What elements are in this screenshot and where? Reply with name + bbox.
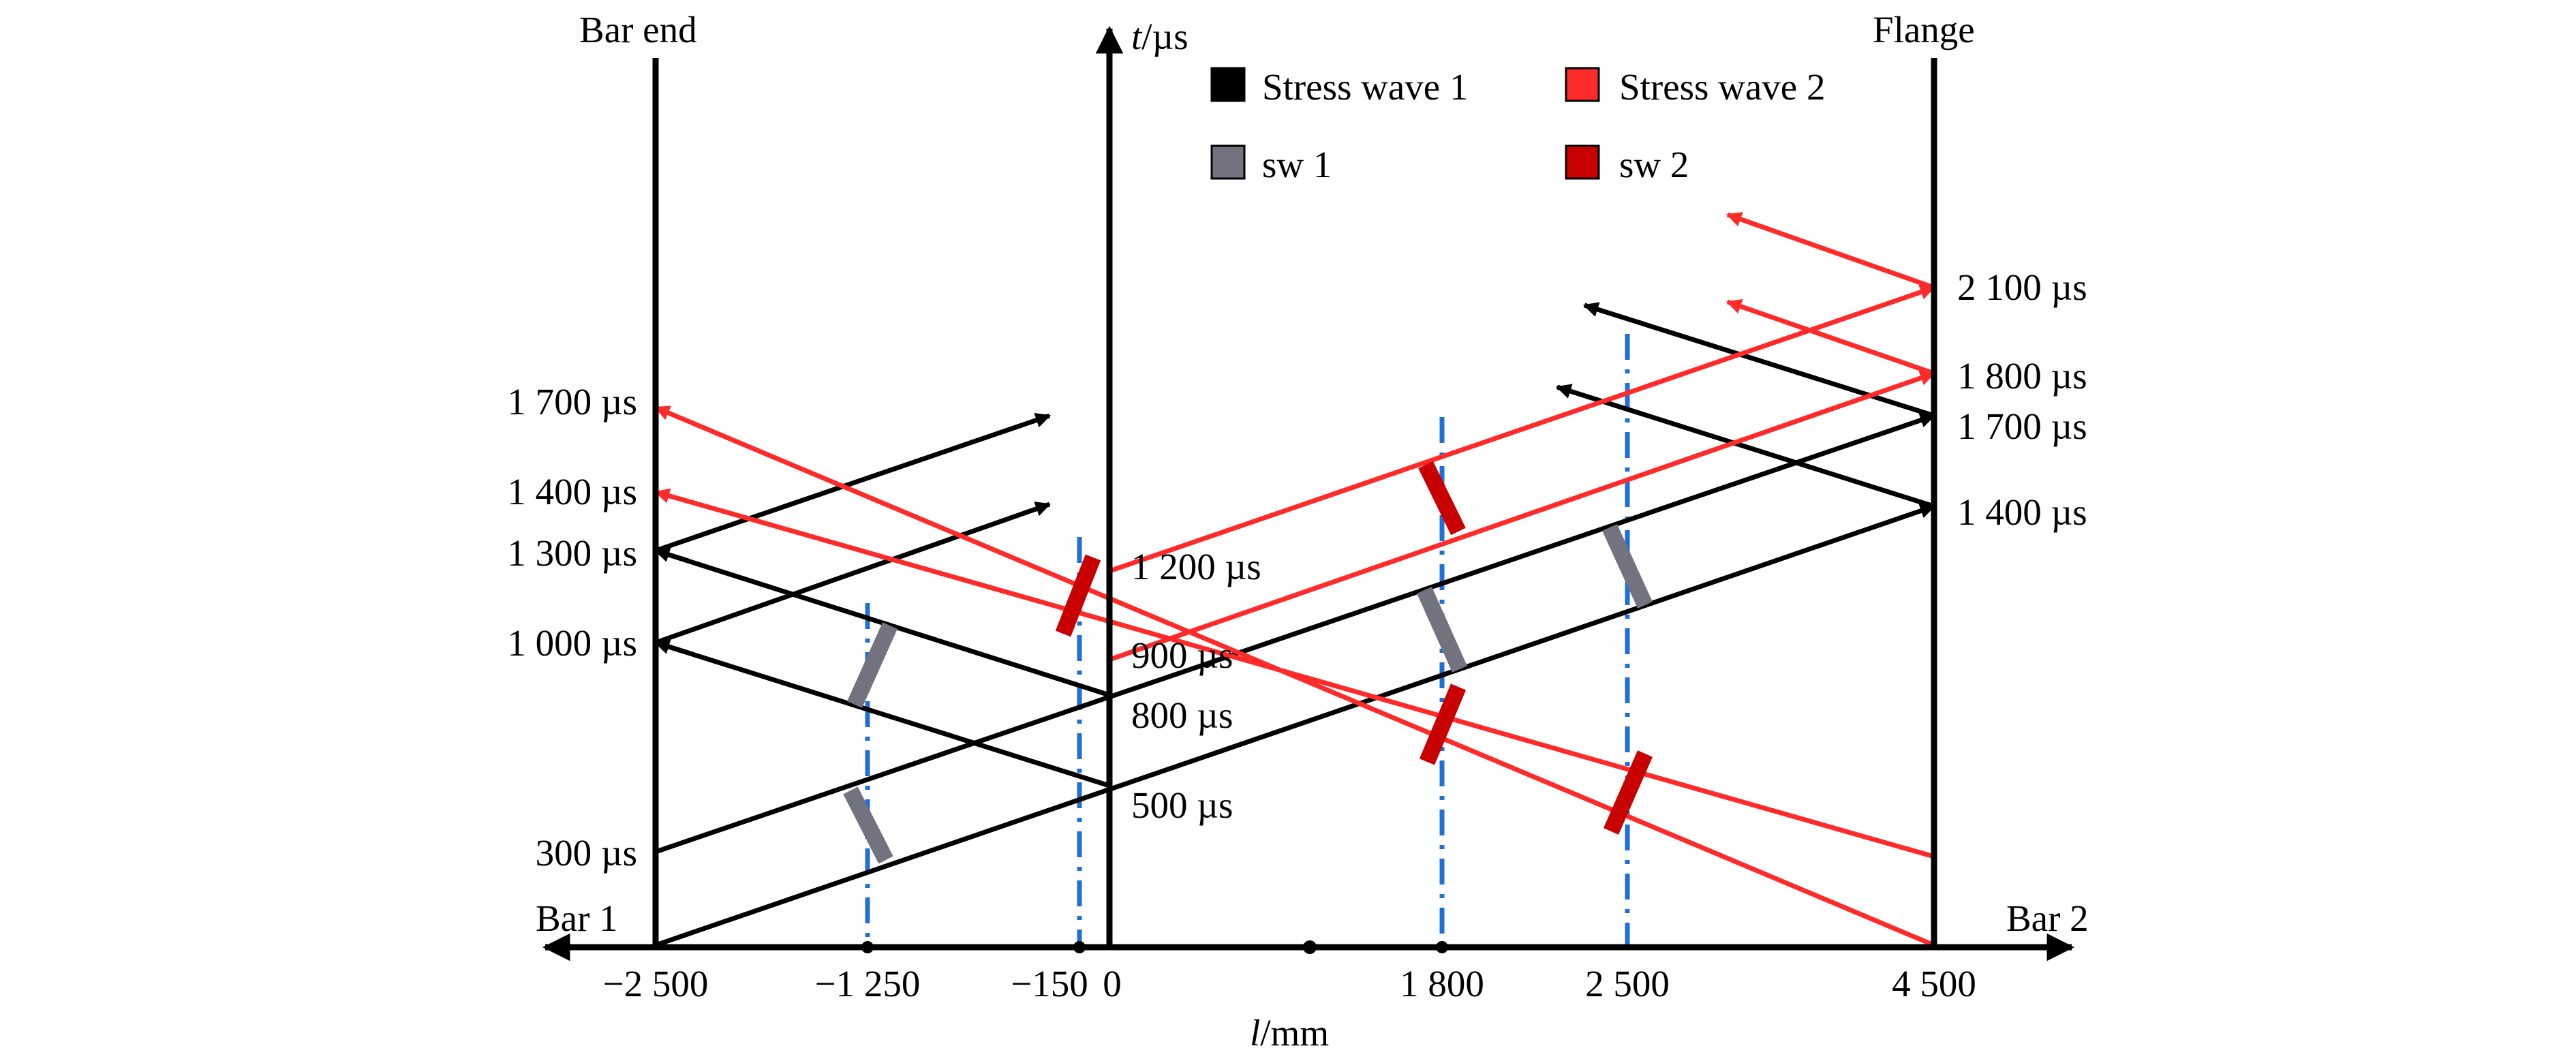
- time-label: 1 400 µs: [1957, 491, 2087, 533]
- time-label: 800 µs: [1131, 694, 1233, 736]
- legend-swatch-stress-wave-1: [1210, 67, 1246, 102]
- time-label: 1 700 µs: [1957, 405, 2087, 447]
- axis-dot: [1303, 940, 1317, 954]
- legend-label-sw-1: sw 1: [1262, 144, 1332, 185]
- bar1-label: Bar 1: [536, 897, 618, 939]
- sw1-line-300-up: [654, 412, 1936, 855]
- time-label: 2 100 µs: [1957, 266, 2087, 308]
- time-label: 1 200 µs: [1131, 546, 1261, 587]
- sw2-line-1800-back: [1726, 299, 1935, 376]
- legend-swatch-sw-2: [1565, 144, 1600, 180]
- axis-dots: [861, 940, 1448, 954]
- x-tick-label: −1 250: [815, 963, 921, 1004]
- time-labels-center: 1 200 µs 900 µs 800 µs 500 µs: [1131, 546, 1261, 826]
- sw2-pulse: [1418, 461, 1466, 536]
- l-axis-label: l/mm: [1250, 1012, 1329, 1054]
- sw1-pulse: [1417, 587, 1467, 673]
- sw2-pulse: [1604, 750, 1653, 835]
- stress-wave-1-lines: [654, 302, 1936, 948]
- time-label: 300 µs: [536, 832, 637, 874]
- sw1-line-1000-left: [654, 639, 690, 656]
- legend-label-stress-wave-2: Stress wave 2: [1619, 66, 1825, 108]
- sw1-line-1300-up: [654, 412, 1052, 553]
- sw1-line-1000-up: [654, 502, 1052, 645]
- time-label: 1 400 µs: [507, 471, 637, 512]
- time-label: 1 300 µs: [507, 532, 637, 574]
- sw1-line-1400-back: [1555, 384, 1935, 509]
- sw1-pulse: [843, 786, 893, 864]
- sw1-line-1700-back: [1582, 302, 1935, 418]
- bar-end-label: Bar end: [579, 9, 697, 50]
- t-axis-label: t/µs: [1131, 16, 1189, 57]
- x-tick-label: 4 500: [1892, 963, 1976, 1004]
- x-tick-label: 2 500: [1585, 963, 1670, 1004]
- time-labels-left: 1 700 µs 1 400 µs 1 300 µs 1 000 µs 300 …: [507, 381, 637, 874]
- axes: [542, 25, 2075, 962]
- time-label: 1 000 µs: [507, 622, 637, 664]
- time-label: 500 µs: [1131, 784, 1233, 826]
- sw2-pulse: [1055, 554, 1101, 637]
- x-tick-label: −150: [1011, 963, 1088, 1004]
- axis-dot: [861, 941, 874, 953]
- sw1-line-0-up: [654, 503, 1936, 948]
- x-tick-label: −2 500: [603, 963, 709, 1004]
- legend-swatch-sw-1: [1210, 144, 1246, 180]
- sw2-line-900-up: [1108, 371, 1936, 662]
- sw2-line-1200-up: [1108, 284, 1936, 574]
- time-label: 1 800 µs: [1957, 355, 2087, 397]
- sw1-line-1000-down: [654, 640, 1111, 788]
- sw2-line-2100-back: [1726, 212, 1935, 290]
- x-tick-label: 0: [1103, 963, 1122, 1004]
- sw2-line-1400-left: [654, 488, 1935, 859]
- sw2-pulses: [1055, 461, 1653, 835]
- time-label: 1 700 µs: [507, 381, 637, 422]
- axis-dot: [1436, 941, 1448, 953]
- time-label: 900 µs: [1131, 634, 1233, 676]
- axis-dot: [1073, 941, 1086, 953]
- sw1-pulse: [1602, 524, 1653, 609]
- x-tick-labels: −2 500 −1 250 −150 0 1 800 2 500 4 500: [603, 963, 1976, 1004]
- stress-wave-2-lines: [654, 212, 1936, 948]
- legend-swatch-stress-wave-2: [1565, 67, 1600, 102]
- legend-label-stress-wave-1: Stress wave 1: [1262, 66, 1468, 108]
- time-labels-right: 2 100 µs 1 800 µs 1 700 µs 1 400 µs: [1957, 266, 2087, 533]
- x-tick-label: 1 800: [1400, 963, 1484, 1004]
- sw1-line-1300-left: [654, 547, 690, 564]
- sw2-pulse: [1419, 683, 1467, 765]
- sw1-pulse: [847, 622, 898, 708]
- sw1-pulses: [843, 524, 1653, 864]
- legend: Stress wave 1 Stress wave 2 sw 1 sw 2: [1210, 66, 1825, 185]
- flange-label: Flange: [1873, 9, 1975, 50]
- gauge-lines: [865, 334, 1630, 951]
- bar2-label: Bar 2: [2006, 897, 2089, 939]
- legend-label-sw-2: sw 2: [1619, 144, 1689, 185]
